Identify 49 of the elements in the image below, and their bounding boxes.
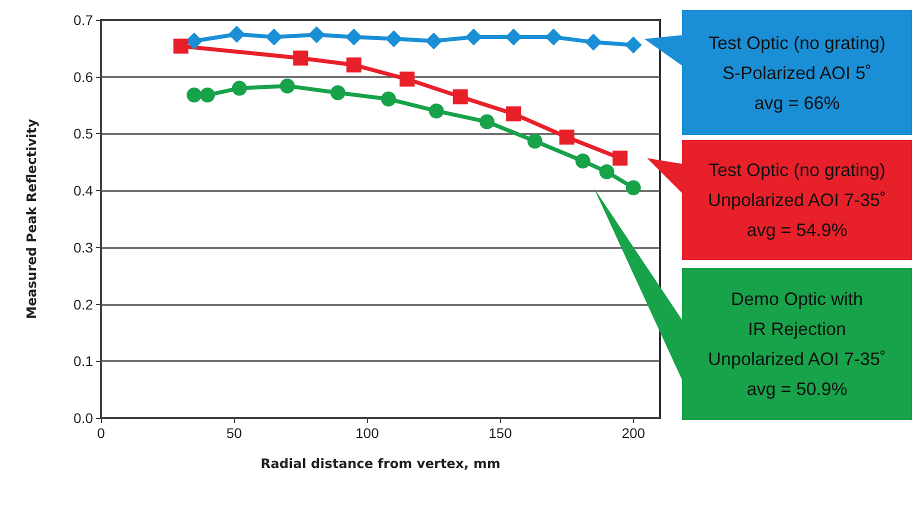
- x-tick-label: 50: [226, 425, 242, 441]
- x-axis-title: Radial distance from vertex, mm: [260, 457, 500, 472]
- point: [385, 30, 402, 48]
- y-tick-label: 0.6: [74, 68, 94, 85]
- y-tick-label: 0.0: [74, 410, 94, 426]
- point: [452, 89, 468, 104]
- y-tick-label: 0.4: [74, 182, 94, 199]
- point: [545, 28, 562, 46]
- point: [599, 164, 614, 180]
- point: [527, 134, 542, 149]
- point: [575, 154, 590, 168]
- point: [266, 28, 283, 46]
- point: [232, 80, 247, 96]
- point: [584, 34, 602, 51]
- text: Test Optic (no grating) S-Polarized AOI 5˚ avg = 66%: [682, 10, 912, 135]
- y-tick-label: 0.5: [74, 126, 94, 142]
- point: [400, 72, 415, 87]
- point: [626, 180, 641, 196]
- point: [506, 106, 522, 122]
- point: [612, 150, 628, 166]
- y-axis-title: Measured Peak Reflectivity: [25, 118, 40, 320]
- point: [308, 26, 326, 44]
- point: [346, 57, 362, 72]
- x-tick-label: 200: [622, 425, 646, 441]
- point: [280, 78, 295, 94]
- point: [345, 28, 362, 46]
- point: [559, 130, 574, 145]
- point: [425, 32, 442, 50]
- y-tick-label: 0.7: [74, 12, 94, 28]
- point: [381, 92, 396, 107]
- text: Demo Optic with IR Rejection Unpolarized AOI 7-35˚ avg = 50.9%: [682, 268, 912, 420]
- point: [330, 85, 346, 100]
- y-tick-label: 0.3: [74, 239, 94, 256]
- point: [228, 26, 246, 43]
- point: [186, 32, 203, 50]
- point: [624, 36, 642, 54]
- text: Test Optic (no grating) Unpolarized AOI 7-35˚ avg = 54.9%: [682, 140, 912, 260]
- point: [173, 38, 188, 54]
- x-tick-label: 0: [97, 425, 106, 441]
- y-tick-label: 0.2: [74, 296, 94, 312]
- point: [465, 28, 482, 46]
- point: [293, 50, 308, 66]
- x-tick-label: 100: [356, 425, 380, 441]
- point: [428, 103, 444, 118]
- point: [479, 114, 494, 130]
- point: [186, 88, 202, 103]
- point: [200, 88, 215, 103]
- x-tick-label: 150: [488, 425, 512, 441]
- y-tick-label: 0.1: [74, 353, 94, 370]
